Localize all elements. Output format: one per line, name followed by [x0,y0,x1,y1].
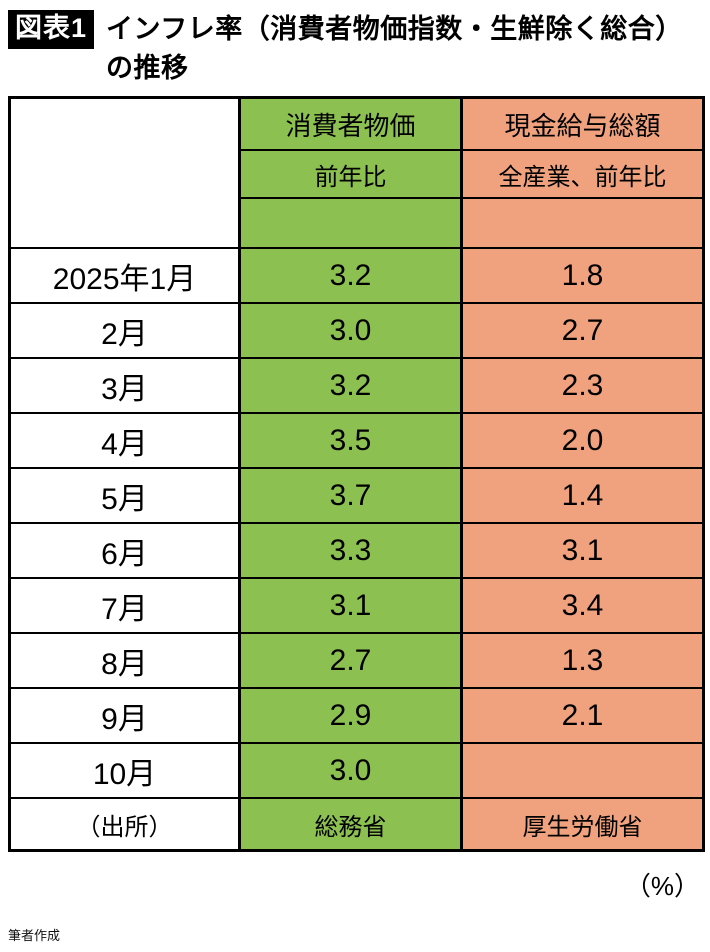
cpi-value-cell: 3.2 [238,247,463,305]
table-row: 10月 3.0 [8,742,705,800]
wage-column-subheader: 全産業、前年比 [460,149,705,200]
month-label-cell: 5月 [8,467,241,525]
table-row: 9月 2.9 2.1 [8,687,705,745]
table-row: 8月 2.7 1.3 [8,632,705,690]
wage-value-cell: 2.1 [460,687,705,745]
cpi-value-cell: 3.1 [238,577,463,635]
table-row: 2月 3.0 2.7 [8,302,705,360]
wage-header-spacer-cell [460,197,705,250]
cpi-value-cell: 3.0 [238,742,463,800]
header-corner-cell [8,96,241,250]
source-row: （出所） 総務省 厚生労働省 [8,797,705,852]
cpi-value-cell: 2.9 [238,687,463,745]
cpi-value-cell: 3.7 [238,467,463,525]
wage-value-cell: 3.1 [460,522,705,580]
cpi-header-spacer-cell [238,197,463,250]
wage-column-header: 現金給与総額 [460,96,705,152]
cpi-value-cell: 3.0 [238,302,463,360]
figure-title-row: 図表1 インフレ率（消費者物価指数・生鮮除く総合）の推移 [0,0,710,94]
table-row: 5月 3.7 1.4 [8,467,705,525]
table-body: 2025年1月 3.2 1.8 2月 3.0 2.7 3月 3.2 2.3 4月 3.5 2.0 5月 3… [8,247,705,852]
month-label-cell: 8月 [8,632,241,690]
wage-value-cell: 1.8 [460,247,705,305]
cpi-column-header: 消費者物価 [238,96,463,152]
table-row: 3月 3.2 2.3 [8,357,705,415]
month-label-cell: 3月 [8,357,241,415]
wage-value-cell [460,742,705,800]
figure-title: インフレ率（消費者物価指数・生鮮除く総合）の推移 [106,14,683,84]
wage-value-cell: 3.4 [460,577,705,635]
cpi-value-cell: 2.7 [238,632,463,690]
month-label-cell: 2月 [8,302,241,360]
cpi-value-cell: 3.2 [238,357,463,415]
table-row: 6月 3.3 3.1 [8,522,705,580]
month-label-cell: 4月 [8,412,241,470]
figure-number-badge: 図表1 [8,10,95,49]
month-label-cell: 6月 [8,522,241,580]
wage-source-cell: 厚生労働省 [460,797,705,852]
month-label-cell: 2025年1月 [8,247,241,305]
wage-value-cell: 1.3 [460,632,705,690]
cpi-value-cell: 3.5 [238,412,463,470]
table-row: 7月 3.1 3.4 [8,577,705,635]
cpi-value-cell: 3.3 [238,522,463,580]
table-row: 4月 3.5 2.0 [8,412,705,470]
wage-value-cell: 1.4 [460,467,705,525]
cpi-column-subheader: 前年比 [238,149,463,200]
inflation-data-table: 消費者物価 現金給与総額 前年比 全産業、前年比 2025年1月 3.2 1.8 2月… [8,96,705,853]
unit-label: （%） [624,871,700,902]
table-row: 2025年1月 3.2 1.8 [8,247,705,305]
cpi-source-cell: 総務省 [238,797,463,852]
author-credit: 筆者作成 [8,928,61,943]
wage-value-cell: 2.7 [460,302,705,360]
month-label-cell: 9月 [8,687,241,745]
wage-value-cell: 2.3 [460,357,705,415]
month-label-cell: 7月 [8,577,241,635]
wage-value-cell: 2.0 [460,412,705,470]
month-label-cell: 10月 [8,742,241,800]
source-label-cell: （出所） [8,797,241,852]
